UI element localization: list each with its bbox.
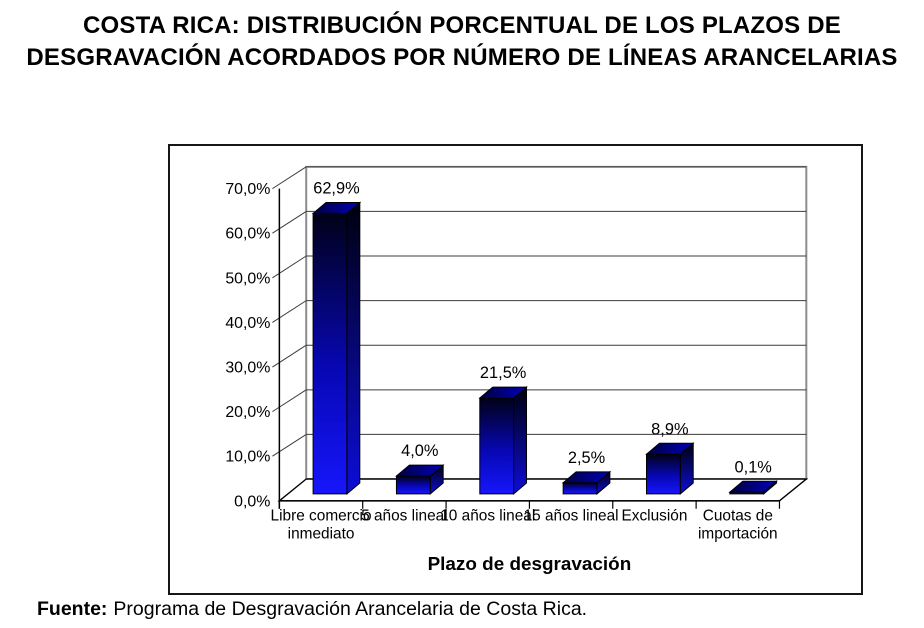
source-text: Programa de Desgravación Arancelaria de … [113,598,588,620]
bar-0 [311,201,362,495]
y-tick-connector [272,166,307,190]
category-label: 10 años lineal [440,508,535,525]
bar-top [395,464,445,477]
category-label: inmediato [288,526,355,543]
y-tick-label: 20,0% [225,404,270,421]
category-label: Exclusión [621,508,687,525]
bar-front [312,212,348,495]
bar-5 [728,480,778,495]
x-axis-title: Plazo de desgravación [428,553,632,574]
bar-top [728,480,778,493]
bar-1 [395,464,445,495]
category-label: Libre comercio [271,508,372,525]
y-tick-connector [272,389,307,413]
y-tick-label: 30,0% [225,359,270,376]
y-tick-label: 50,0% [225,270,270,287]
bar-side [346,201,361,495]
value-label: 2,5% [568,449,605,467]
y-tick-label: 40,0% [225,315,270,332]
value-label: 0,1% [735,458,772,476]
y-tick-connector [272,210,307,234]
bar-front [479,397,515,495]
y-tick-label: 10,0% [225,449,270,466]
chart-frame: 0,0% 10,0% 20,0% 30,0% 40,0% 50,0% 60,0% 70,0% 6… [168,144,863,595]
bar-top [645,442,695,455]
y-tick-label: 0,0% [234,493,270,510]
bar-top [561,471,612,484]
bar-chart-canvas: 0,0% 10,0% 20,0% 30,0% 40,0% 50,0% 60,0% 70,0% 6… [225,165,809,574]
y-tick-connector [272,434,307,457]
back-wall [305,165,808,481]
value-label: 21,5% [480,364,526,382]
value-label: 8,9% [651,420,688,438]
bar-front [562,482,598,495]
category-label: 5 años lineal [361,508,447,525]
bar-front [645,453,681,495]
y-tick-connector [272,344,307,368]
source-note: Fuente: Programa de Desgravación Arancela… [37,598,587,621]
bar-top [311,201,362,214]
title-line-1: COSTA RICA: DISTRIBUCIÓN PORCENTUAL DE L… [83,12,841,39]
bar-front [395,475,431,495]
bar-top [478,386,528,399]
category-label: importación [698,526,778,543]
source-label: Fuente: [37,598,108,620]
value-label: 4,0% [401,442,438,460]
title-line-2: DESGRAVACIÓN ACORDADOS POR NÚMERO DE LÍN… [26,44,898,71]
y-tick-connector [272,300,307,323]
bar-2 [478,386,528,495]
y-tick-label: 60,0% [225,226,270,243]
page-title: COSTA RICA: DISTRIBUCIÓN PORCENTUAL DE L… [0,10,924,74]
bar-3 [561,470,612,495]
y-tick-connector [272,255,307,279]
category-label: 15 años lineal [524,508,619,525]
bar-4 [645,442,695,495]
bar-side [513,386,528,495]
value-label: 62,9% [313,180,359,198]
y-tick-label: 70,0% [225,181,270,198]
category-label: Cuotas de [703,508,773,525]
